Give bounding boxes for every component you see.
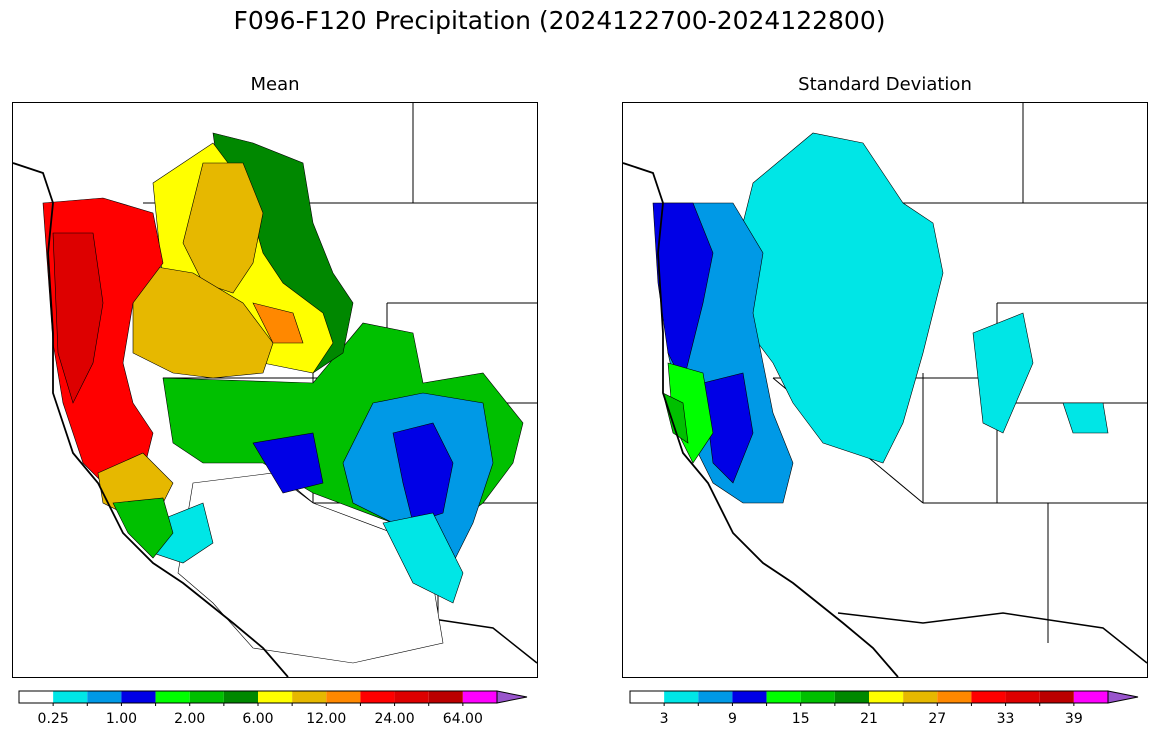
colorbar-extension — [496, 690, 528, 704]
colorbar-segment — [1073, 691, 1108, 703]
stddev-colorbar — [629, 690, 1139, 706]
colorbar-segment — [189, 691, 224, 703]
colorbar-segment — [903, 691, 938, 703]
colorbar-extension — [1107, 690, 1139, 704]
colorbar-tick-label: 27 — [928, 711, 947, 727]
colorbar-tick-label: 12.00 — [306, 711, 347, 727]
colorbar-segment — [121, 691, 156, 703]
colorbar-tick-label: 1.00 — [105, 711, 138, 727]
colorbar-segment — [87, 691, 122, 703]
colorbar-segment — [19, 691, 54, 703]
region-gold-central — [132, 262, 274, 379]
region-orange — [252, 302, 304, 344]
colorbar-segment — [630, 691, 665, 703]
region-darkblue-2 — [252, 432, 324, 494]
region-darkblue-2 — [702, 372, 754, 484]
colorbar-segment — [155, 691, 190, 703]
colorbar-tick-label: 9 — [727, 711, 737, 727]
region-cyan-southeast — [1062, 402, 1109, 434]
colorbar-tick-label: 21 — [860, 711, 878, 727]
colorbar-segment — [53, 691, 88, 703]
region-darkred-coast — [52, 232, 104, 404]
colorbar-segment — [1005, 691, 1040, 703]
mean-map-panel — [12, 102, 538, 678]
colorbar-segment — [394, 691, 429, 703]
stddev-map — [623, 103, 1147, 677]
stddev-map-panel — [622, 102, 1148, 678]
colorbar-segment — [937, 691, 972, 703]
mean-map — [13, 103, 537, 677]
region-white-southwest — [177, 472, 444, 664]
colorbar-segment — [326, 691, 361, 703]
coastline — [13, 162, 289, 677]
region-cyan-east — [972, 312, 1034, 434]
mean-panel-title: Mean — [250, 74, 300, 95]
region-cyan-southeast — [382, 512, 464, 604]
colorbar-segment — [258, 691, 293, 703]
coastline — [623, 162, 899, 677]
colorbar-segment — [800, 691, 835, 703]
colorbar-segment — [971, 691, 1006, 703]
region-green-coast — [112, 497, 174, 559]
colorbar-segment — [292, 691, 327, 703]
figure-title: F096-F120 Precipitation (2024122700-2024… — [233, 6, 886, 35]
colorbar-tick-label: 64.00 — [442, 711, 483, 727]
colorbar-tick-label: 39 — [1064, 711, 1083, 727]
colorbar-segment — [698, 691, 733, 703]
colorbar-segment — [223, 691, 258, 703]
colorbar-tick-label: 6.00 — [242, 711, 274, 727]
region-gold-north — [182, 162, 264, 294]
colorbar-segment — [428, 691, 463, 703]
colorbar-segment — [766, 691, 801, 703]
colorbar-segment — [732, 691, 767, 703]
colorbar-segment — [360, 691, 395, 703]
region-darkblue — [392, 422, 454, 524]
mean-colorbar — [18, 690, 528, 706]
colorbar-segment — [462, 691, 497, 703]
colorbar-tick-label: 15 — [791, 711, 810, 727]
colorbar-tick-label: 2.00 — [174, 711, 206, 727]
colorbar-tick-label: 0.25 — [37, 711, 69, 727]
colorbar-segment — [869, 691, 904, 703]
colorbar-tick-label: 24.00 — [374, 711, 415, 727]
colorbar-segment — [834, 691, 869, 703]
colorbar-tick-label: 3 — [659, 711, 669, 727]
colorbar-tick-label: 33 — [996, 711, 1015, 727]
colorbar-segment — [664, 691, 699, 703]
region-darkgreen-coast — [662, 392, 689, 444]
stddev-panel-title: Standard Deviation — [798, 74, 972, 95]
colorbar-segment — [1039, 691, 1074, 703]
